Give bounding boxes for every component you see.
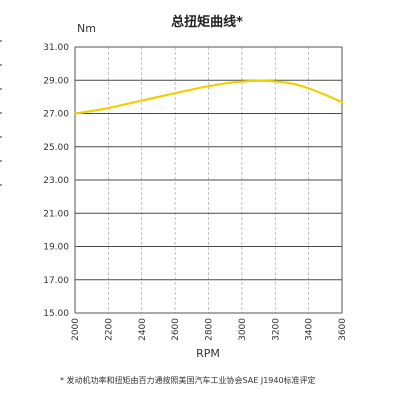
x-tick-label: 2800 [205, 318, 215, 341]
chart-title: 总扭矩曲线* [171, 14, 243, 30]
torque-data-point [107, 107, 110, 109]
y-tick-label: 21.00 [43, 209, 69, 219]
y-tick-label: 27.00 [43, 110, 69, 120]
x-tick-label: 2400 [138, 318, 148, 341]
torque-data-point [341, 101, 343, 104]
torque-data-point [307, 87, 310, 90]
x-tick-label: 2000 [71, 318, 81, 341]
torque-data-point [240, 80, 243, 83]
torque-data-point [207, 85, 210, 88]
edge-marker [0, 184, 2, 186]
y-tick-label: 31.00 [43, 43, 69, 53]
x-tick-label: 3200 [271, 318, 281, 341]
x-tick-label: 2600 [171, 318, 181, 341]
torque-data-point [124, 103, 126, 106]
torque-data-point [90, 110, 93, 112]
torque-data-point [291, 82, 293, 85]
torque-data-point [324, 93, 327, 96]
x-tick-label: 3000 [238, 318, 248, 341]
y-axis-label: Nm [77, 22, 96, 35]
y-tick-label: 29.00 [43, 76, 69, 86]
edge-marker [0, 136, 2, 138]
edge-marker [0, 40, 2, 42]
edge-marker [0, 88, 2, 90]
torque-data-point [74, 112, 76, 115]
x-tick-label: 3400 [305, 318, 315, 341]
y-tick-label: 25.00 [43, 143, 69, 153]
x-tick-label: 2200 [104, 318, 114, 341]
y-tick-label: 19.00 [43, 243, 69, 253]
torque-data-point [274, 80, 277, 83]
torque-data-point [190, 88, 193, 91]
torque-data-point [257, 79, 260, 82]
x-tick-label: 3600 [338, 318, 348, 341]
y-tick-label: 17.00 [43, 276, 69, 286]
y-tick-label: 23.00 [43, 176, 69, 186]
edge-marker [0, 112, 2, 114]
torque-data-point [157, 95, 160, 98]
y-tick-label: 15.00 [43, 309, 69, 319]
torque-data-point [224, 82, 227, 85]
torque-data-point [174, 92, 177, 95]
torque-data-point [140, 99, 143, 102]
edge-marker [0, 160, 2, 162]
x-axis-label: RPM [196, 347, 220, 360]
chart-footnote: * 发动机功率和扭矩由百力通按照美国汽车工业协会SAE J1940标准评定 [60, 375, 316, 385]
edge-marker [0, 64, 2, 66]
